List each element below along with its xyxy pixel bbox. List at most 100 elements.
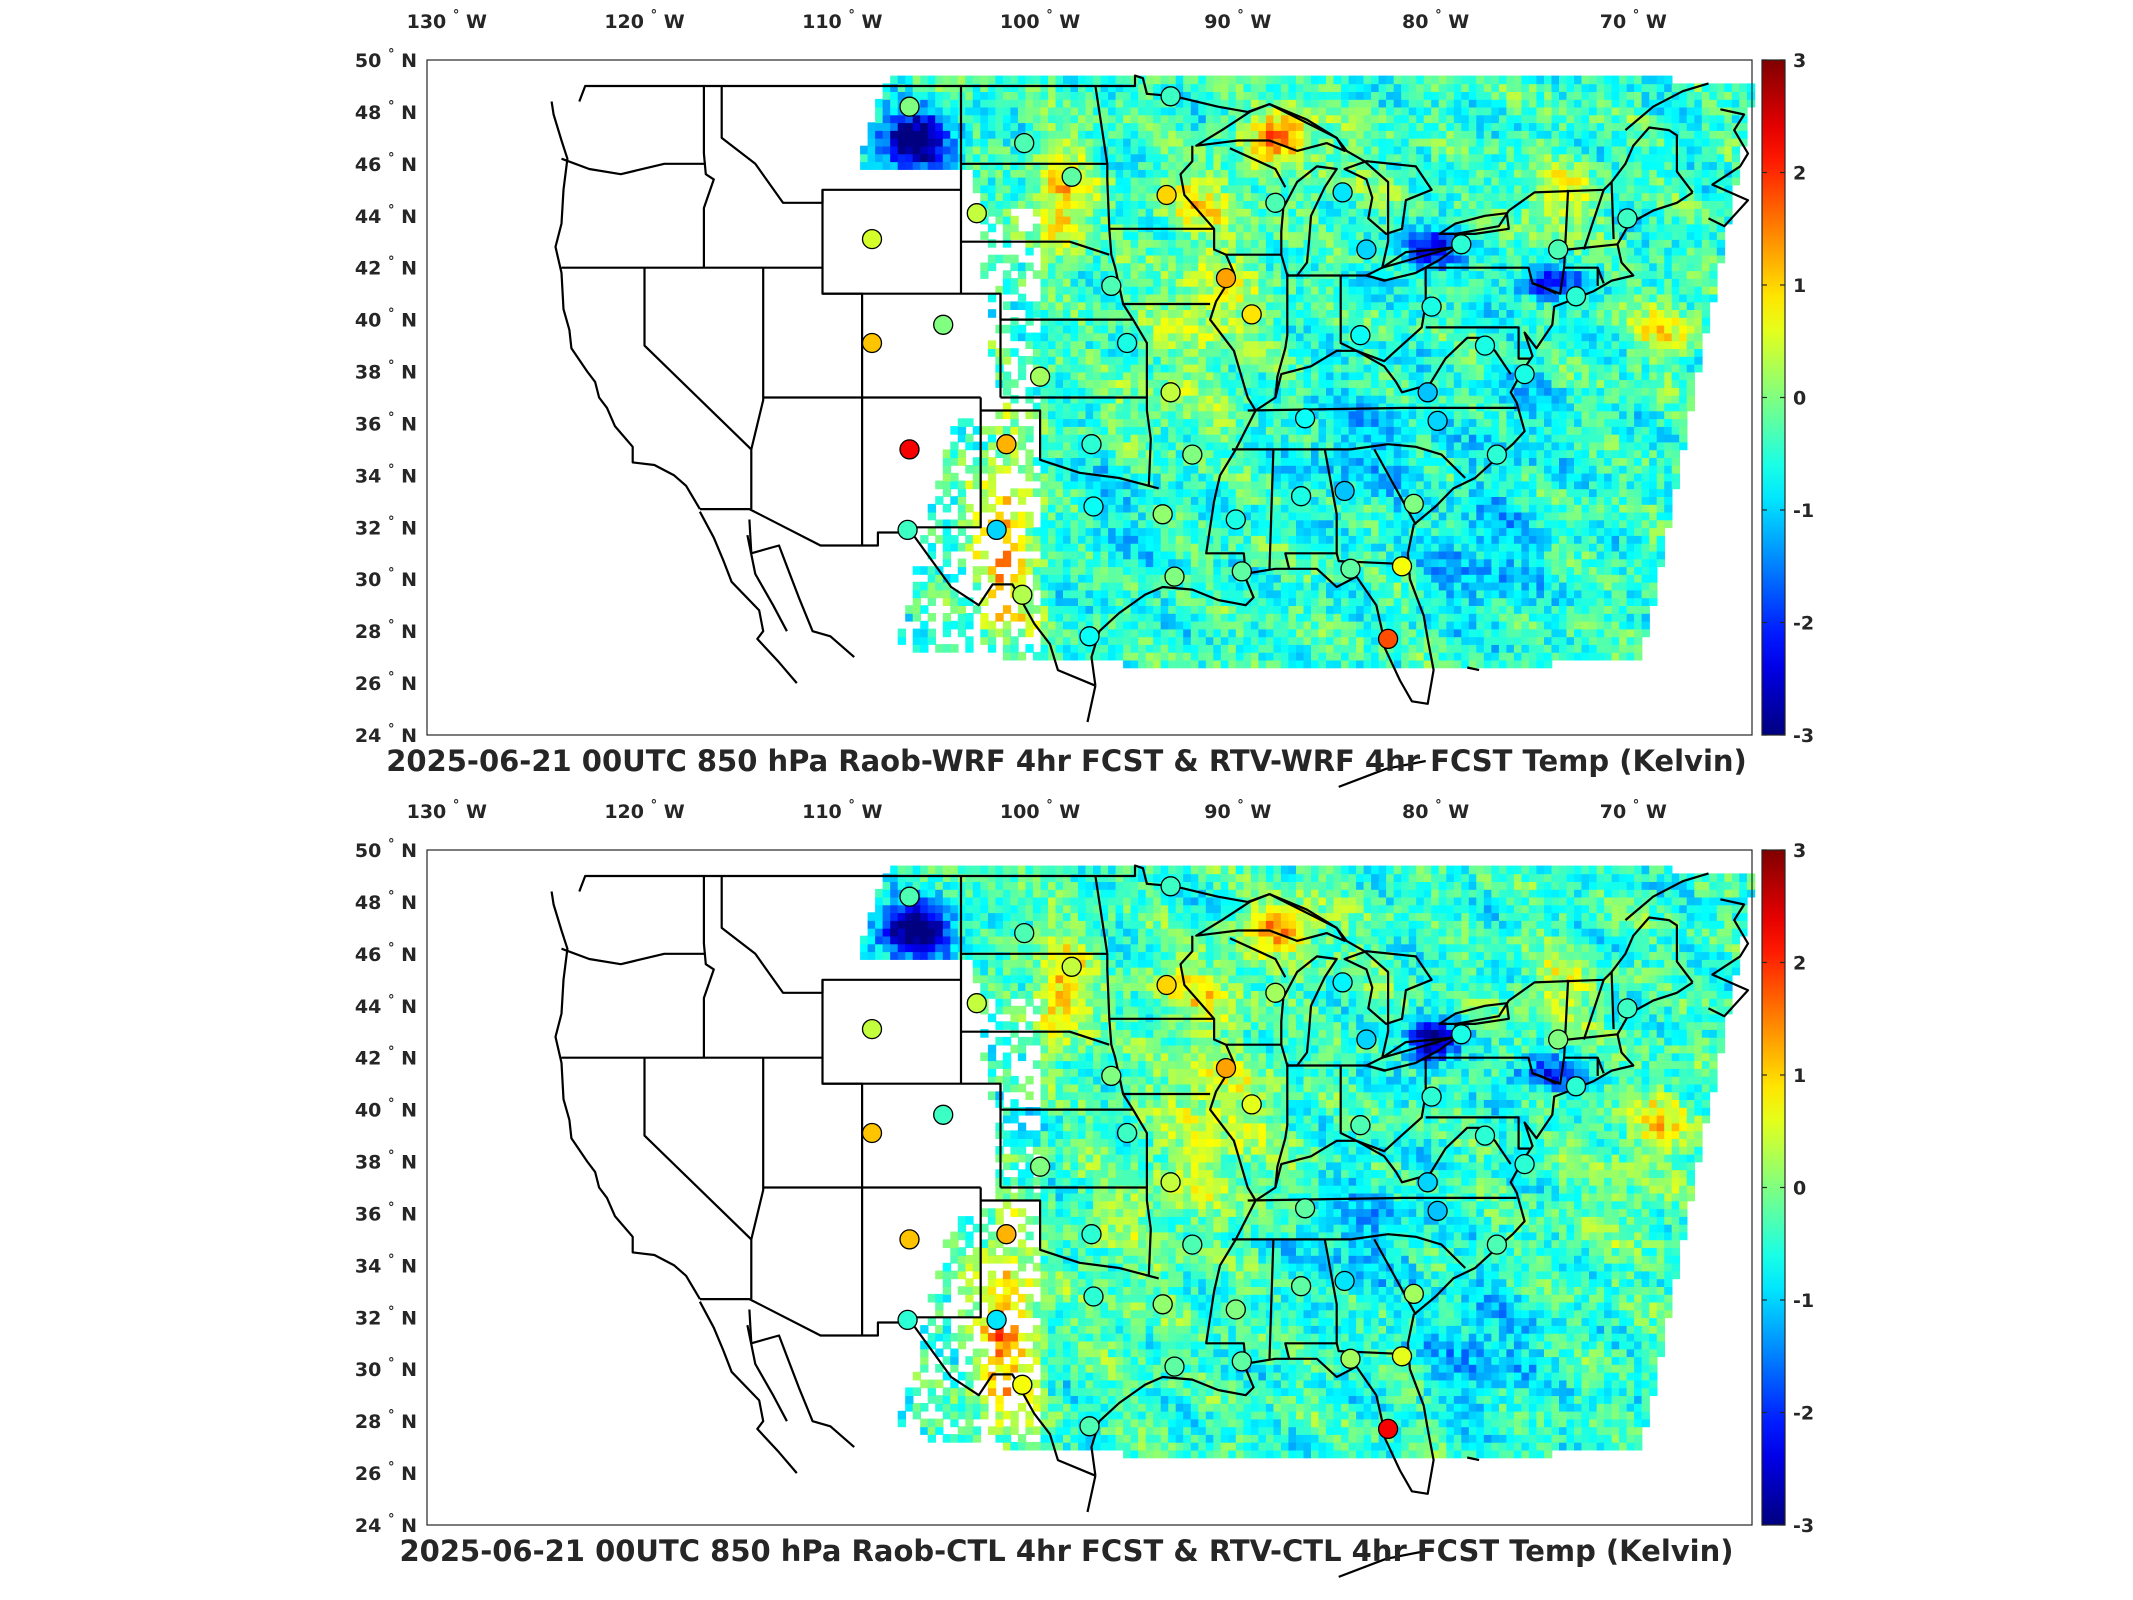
field-cell — [1303, 262, 1312, 272]
field-cell — [1521, 620, 1530, 630]
field-cell — [1265, 511, 1275, 521]
field-cell — [1220, 651, 1230, 661]
field-cell — [1108, 293, 1117, 303]
field-cell — [1333, 636, 1342, 645]
field-cell — [1168, 278, 1177, 287]
field-cell — [1010, 418, 1019, 427]
field-cell — [1063, 503, 1072, 513]
field-cell — [1063, 589, 1072, 599]
field-cell — [1130, 309, 1139, 318]
field-cell — [1138, 301, 1147, 310]
field-cell — [1438, 278, 1447, 287]
field-cell — [1040, 558, 1049, 568]
field-cell — [1303, 317, 1312, 326]
field-cell — [1634, 613, 1643, 622]
field-cell — [1378, 418, 1387, 427]
field-cell — [1641, 394, 1650, 404]
field-cell — [1288, 356, 1297, 365]
field-cell — [1085, 340, 1094, 349]
field-cell — [1446, 480, 1455, 490]
field-cell — [1078, 558, 1087, 568]
field-cell — [1626, 628, 1635, 638]
field-cell — [1220, 410, 1230, 420]
field-cell — [1589, 270, 1598, 279]
field-cell — [1363, 433, 1372, 443]
field-cell — [1393, 613, 1402, 622]
field-cell — [1378, 659, 1387, 669]
field-cell — [1032, 356, 1042, 365]
field-cell — [1656, 246, 1665, 256]
field-cell — [1183, 589, 1192, 599]
field-cell — [1296, 589, 1305, 599]
field-cell — [1356, 605, 1365, 614]
field-cell — [1010, 488, 1019, 497]
field-cell — [1115, 613, 1124, 622]
field-cell — [1311, 309, 1320, 318]
field-cell — [1198, 317, 1207, 326]
field-cell — [1032, 332, 1042, 342]
field-cell — [1048, 379, 1057, 388]
field-cell — [1544, 402, 1553, 412]
field-cell — [1438, 239, 1447, 248]
field-cell — [1280, 511, 1290, 521]
field-cell — [1258, 293, 1267, 303]
field-cell — [1250, 511, 1260, 521]
field-cell — [1423, 581, 1432, 591]
field-cell — [1235, 550, 1245, 560]
field-cell — [987, 426, 997, 435]
field-cell — [1078, 589, 1087, 599]
field-cell — [1694, 332, 1703, 342]
field-cell — [1108, 441, 1117, 451]
field-cell — [1198, 535, 1207, 544]
field-cell — [1205, 340, 1215, 349]
field-cell — [1205, 363, 1215, 373]
field-cell — [1438, 449, 1447, 458]
field-cell — [1574, 371, 1583, 381]
field-cell — [1513, 387, 1523, 396]
field-cell — [1491, 410, 1500, 420]
field-cell — [1250, 465, 1260, 474]
field-cell — [1296, 262, 1305, 272]
field-cell — [1604, 317, 1613, 326]
field-cell — [1040, 324, 1049, 334]
field-cell — [1243, 270, 1252, 279]
field-cell — [1138, 254, 1147, 264]
field-cell — [1250, 449, 1260, 458]
field-cell — [1671, 441, 1680, 451]
field-cell — [1333, 363, 1342, 373]
field-cell — [1258, 542, 1267, 552]
field-cell — [1063, 433, 1072, 443]
field-cell — [1235, 426, 1245, 435]
field-cell — [1371, 387, 1380, 396]
field-cell — [1341, 620, 1350, 630]
field-cell — [1453, 457, 1463, 466]
field-cell — [1318, 644, 1327, 653]
field-cell — [1431, 348, 1440, 357]
field-cell — [1604, 542, 1613, 552]
field-cell — [1190, 379, 1200, 388]
field-cell — [1063, 301, 1072, 310]
field-cell — [1205, 542, 1215, 552]
field-cell — [1641, 449, 1650, 458]
field-cell — [1649, 527, 1658, 536]
field-cell — [1378, 488, 1387, 497]
field-cell — [1626, 519, 1635, 529]
field-cell — [1566, 363, 1575, 373]
field-cell — [1160, 558, 1169, 568]
field-cell — [1280, 270, 1290, 279]
field-cell — [1521, 465, 1530, 474]
field-cell — [972, 457, 982, 466]
field-cell — [1596, 262, 1605, 272]
field-cell — [1416, 558, 1425, 568]
field-cell — [1138, 309, 1147, 318]
field-cell — [1468, 581, 1478, 591]
field-cell — [1100, 371, 1109, 381]
field-cell — [1619, 285, 1628, 295]
field-cell — [957, 542, 967, 552]
field-cell — [1288, 301, 1297, 310]
field-cell — [1498, 324, 1508, 334]
field-cell — [1040, 254, 1049, 264]
field-cell — [1348, 371, 1357, 381]
field-cell — [1581, 589, 1590, 599]
field-cell — [1611, 527, 1620, 536]
